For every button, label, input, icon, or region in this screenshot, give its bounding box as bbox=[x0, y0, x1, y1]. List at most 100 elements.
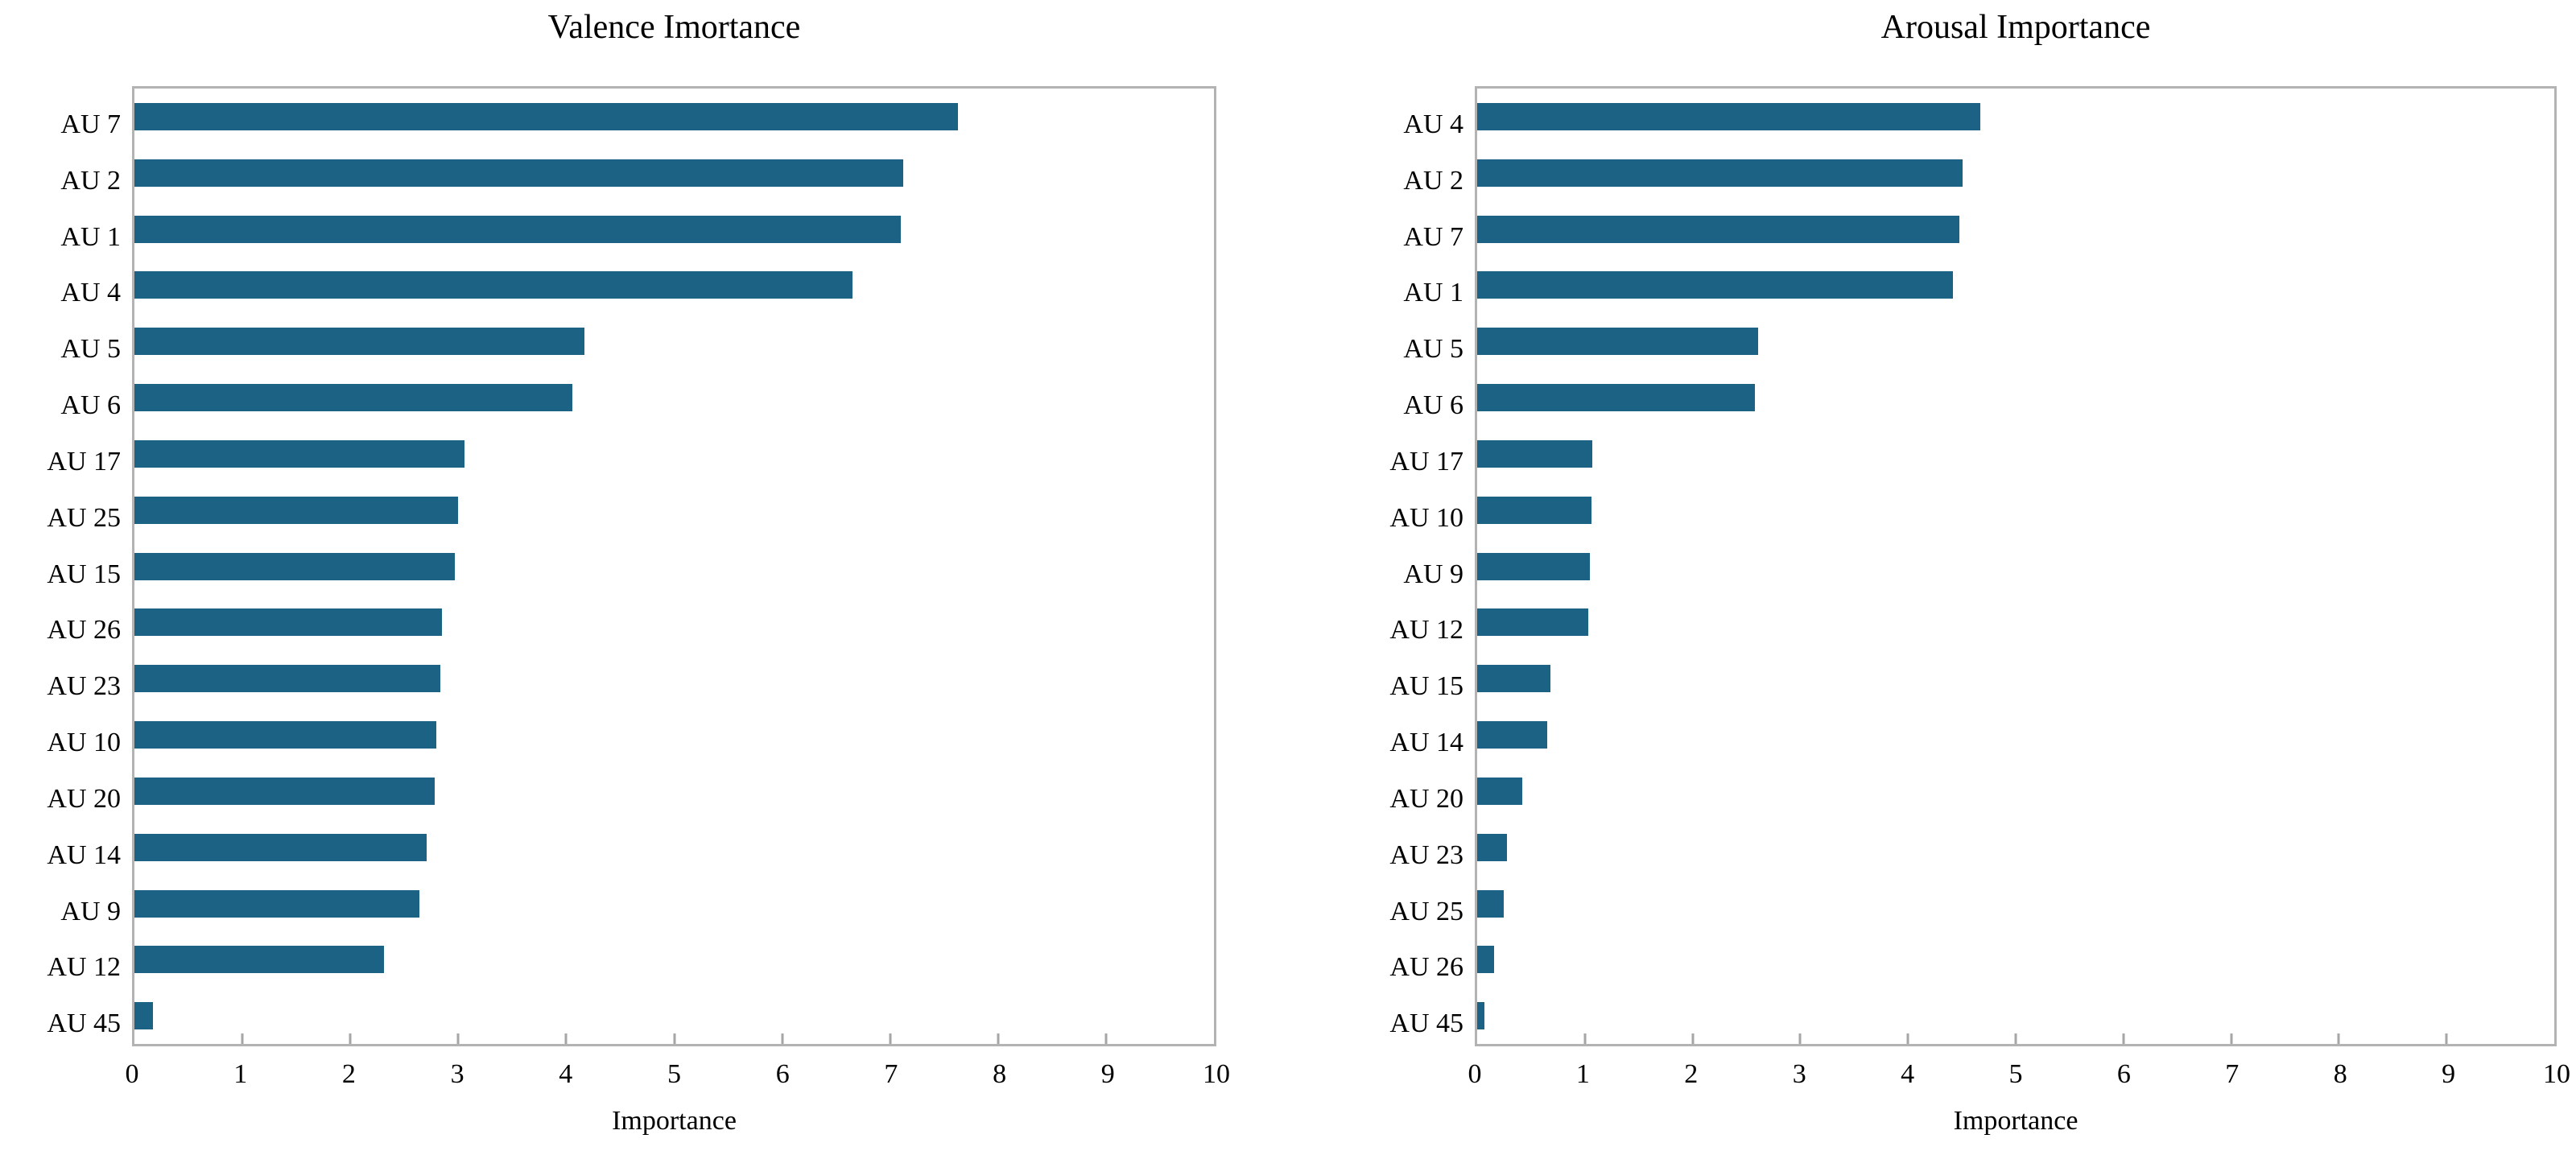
x-tick-label: 2 bbox=[1684, 1059, 1699, 1089]
y-tick-label: AU 2 bbox=[1403, 165, 1463, 196]
x-tick-mark bbox=[2337, 1033, 2340, 1044]
x-tick-label: 10 bbox=[2543, 1059, 2570, 1089]
arousal-plot-area bbox=[1475, 86, 2557, 1046]
y-tick-label: AU 10 bbox=[47, 728, 121, 758]
y-tick-label: AU 17 bbox=[1389, 446, 1463, 476]
arousal-x-axis-tick-labels: 0 1 2 3 4 5 6 7 8 9 10 bbox=[1468, 1046, 2571, 1103]
bar-row bbox=[1477, 594, 2554, 650]
bar-row bbox=[1477, 538, 2554, 595]
y-tick-label: AU 4 bbox=[1403, 109, 1463, 139]
valence-x-axis-label: Importance bbox=[612, 1106, 737, 1136]
bar bbox=[134, 439, 465, 468]
x-tick-label: 8 bbox=[2333, 1059, 2347, 1089]
valence-chart-title: Valence Imortance bbox=[547, 9, 801, 46]
y-tick-label: AU 1 bbox=[60, 221, 121, 252]
bar bbox=[134, 1002, 153, 1030]
arousal-chart-panel: AU 4 AU 2 AU 7 AU 1 AU 5 AU 6 AU 17 AU 10 AU 9 AU… bbox=[1375, 0, 2571, 1136]
y-tick-label: AU 9 bbox=[60, 896, 121, 926]
bar-row bbox=[1477, 201, 2554, 258]
bar bbox=[134, 271, 852, 299]
bar bbox=[134, 608, 443, 637]
bar bbox=[1477, 552, 1591, 580]
bar bbox=[134, 384, 573, 412]
bar bbox=[134, 665, 440, 693]
bar bbox=[1477, 608, 1588, 637]
bar bbox=[134, 777, 435, 805]
x-tick-label: 3 bbox=[450, 1059, 464, 1089]
bar bbox=[1477, 215, 1960, 243]
x-tick-mark bbox=[1583, 1033, 1587, 1044]
bar bbox=[134, 102, 959, 130]
bar bbox=[134, 552, 456, 580]
bar bbox=[134, 496, 459, 524]
bar-row bbox=[134, 988, 1214, 1044]
x-tick-label: 3 bbox=[1792, 1059, 1806, 1089]
x-tick-mark bbox=[2230, 1033, 2233, 1044]
bar-row bbox=[1477, 89, 2554, 145]
x-tick-mark bbox=[1906, 1033, 1909, 1044]
x-tick-mark bbox=[997, 1033, 1000, 1044]
y-tick-label: AU 25 bbox=[1389, 896, 1463, 926]
x-tick-label: 10 bbox=[1203, 1059, 1230, 1089]
bar-row bbox=[134, 931, 1214, 988]
bar bbox=[1477, 721, 1547, 749]
bar-row bbox=[134, 763, 1214, 819]
y-tick-label: AU 6 bbox=[60, 390, 121, 421]
y-tick-label: AU 15 bbox=[47, 559, 121, 589]
bar-row bbox=[1477, 763, 2554, 819]
x-tick-mark bbox=[241, 1033, 244, 1044]
x-tick-mark bbox=[889, 1033, 892, 1044]
bar bbox=[134, 159, 903, 187]
y-tick-label: AU 23 bbox=[47, 671, 121, 702]
y-tick-label: AU 14 bbox=[47, 839, 121, 870]
bar bbox=[1477, 159, 1963, 187]
x-tick-label: 8 bbox=[993, 1059, 1007, 1089]
bar-row bbox=[134, 201, 1214, 258]
bar-row bbox=[134, 650, 1214, 707]
y-tick-label: AU 26 bbox=[1389, 952, 1463, 983]
valence-y-axis-labels: AU 7 AU 2 AU 1 AU 4 AU 5 AU 6 AU 17 AU 25 AU 15 A… bbox=[32, 97, 132, 1052]
x-tick-label: 9 bbox=[2442, 1059, 2456, 1089]
y-tick-label: AU 7 bbox=[1403, 221, 1463, 252]
y-tick-label: AU 10 bbox=[1389, 502, 1463, 533]
y-tick-label: AU 2 bbox=[60, 165, 121, 196]
bar-row bbox=[134, 594, 1214, 650]
bar-row bbox=[134, 257, 1214, 313]
bar bbox=[1477, 384, 1756, 412]
y-tick-label: AU 5 bbox=[1403, 334, 1463, 365]
bar-row bbox=[134, 426, 1214, 482]
bar-row bbox=[134, 819, 1214, 876]
bar-row bbox=[134, 482, 1214, 538]
y-tick-label: AU 45 bbox=[47, 1009, 121, 1039]
x-tick-label: 2 bbox=[341, 1059, 356, 1089]
bar-row bbox=[134, 707, 1214, 763]
bar bbox=[1477, 439, 1593, 468]
x-tick-label: 1 bbox=[233, 1059, 248, 1089]
bar bbox=[134, 215, 902, 243]
bar-row bbox=[1477, 988, 2554, 1044]
y-tick-label: AU 20 bbox=[1389, 783, 1463, 814]
y-tick-label: AU 23 bbox=[1389, 839, 1463, 870]
x-tick-label: 7 bbox=[2225, 1059, 2240, 1089]
bar-row bbox=[134, 313, 1214, 369]
bar-row bbox=[1477, 482, 2554, 538]
x-tick-label: 4 bbox=[1901, 1059, 1915, 1089]
y-tick-label: AU 25 bbox=[47, 502, 121, 533]
bar bbox=[1477, 271, 1954, 299]
bar bbox=[1477, 665, 1550, 693]
bar-row bbox=[1477, 707, 2554, 763]
bar-row bbox=[134, 876, 1214, 932]
x-tick-label: 0 bbox=[125, 1059, 139, 1089]
x-tick-mark bbox=[1798, 1033, 1802, 1044]
bar bbox=[134, 946, 384, 974]
bar bbox=[1477, 1002, 1485, 1030]
x-tick-label: 6 bbox=[775, 1059, 790, 1089]
x-tick-label: 1 bbox=[1575, 1059, 1590, 1089]
x-tick-mark bbox=[1691, 1033, 1695, 1044]
x-tick-label: 5 bbox=[667, 1059, 681, 1089]
valence-plot-area bbox=[132, 86, 1216, 1046]
y-tick-label: AU 15 bbox=[1389, 671, 1463, 702]
x-tick-label: 5 bbox=[2008, 1059, 2023, 1089]
bar-row bbox=[1477, 145, 2554, 201]
bar bbox=[134, 328, 585, 356]
